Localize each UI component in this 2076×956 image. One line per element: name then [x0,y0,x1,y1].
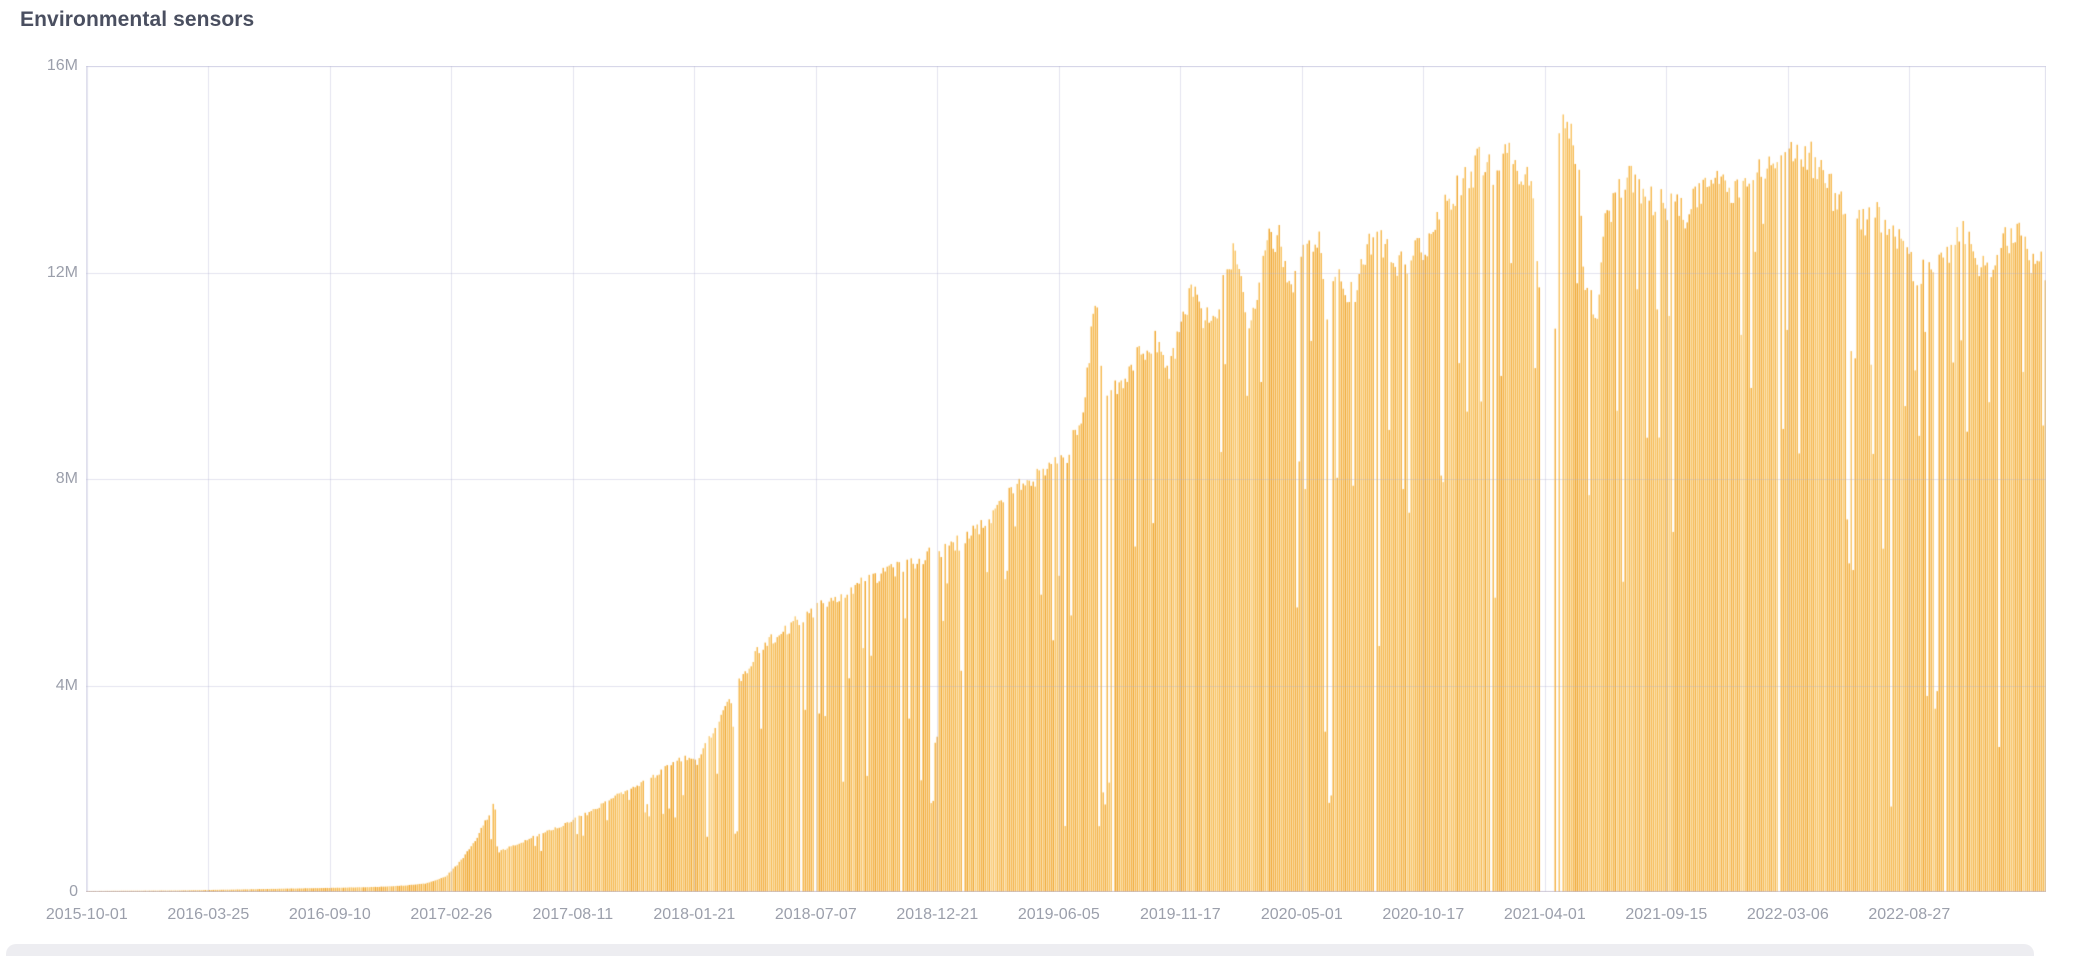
x-tick-label: 2018-12-21 [896,906,979,923]
x-tick-label: 2015-10-01 [45,906,128,923]
chart-title: Environmental sensors [20,8,255,31]
chart-plot-area[interactable] [86,66,2046,892]
x-tick-label: 2021-09-15 [1625,906,1708,923]
x-tick-label: 2019-06-05 [1017,906,1100,923]
x-tick-label: 2020-05-01 [1260,906,1343,923]
x-tick-label: 2022-08-27 [1868,906,1951,923]
x-tick-label: 2018-07-07 [774,906,857,923]
x-tick-label: 2021-04-01 [1503,906,1586,923]
x-tick-label: 2022-03-06 [1746,906,1829,923]
x-tick-label: 2016-09-10 [288,906,371,923]
x-tick-label: 2017-08-11 [532,906,614,923]
x-tick-label: 2020-10-17 [1382,906,1465,923]
y-tick-label: 16M [46,57,78,74]
x-tick-label: 2019-11-17 [1139,906,1221,923]
x-tick-label: 2017-02-26 [410,906,493,923]
y-tick-label: 12M [46,263,78,281]
y-tick-label: 4M [55,676,78,694]
y-tick-label: 0 [69,883,78,900]
x-tick-label: 2016-03-25 [167,906,250,923]
x-tick-label: 2018-01-21 [653,906,736,923]
next-panel-top-edge [6,944,2034,956]
y-tick-label: 8M [55,470,78,487]
